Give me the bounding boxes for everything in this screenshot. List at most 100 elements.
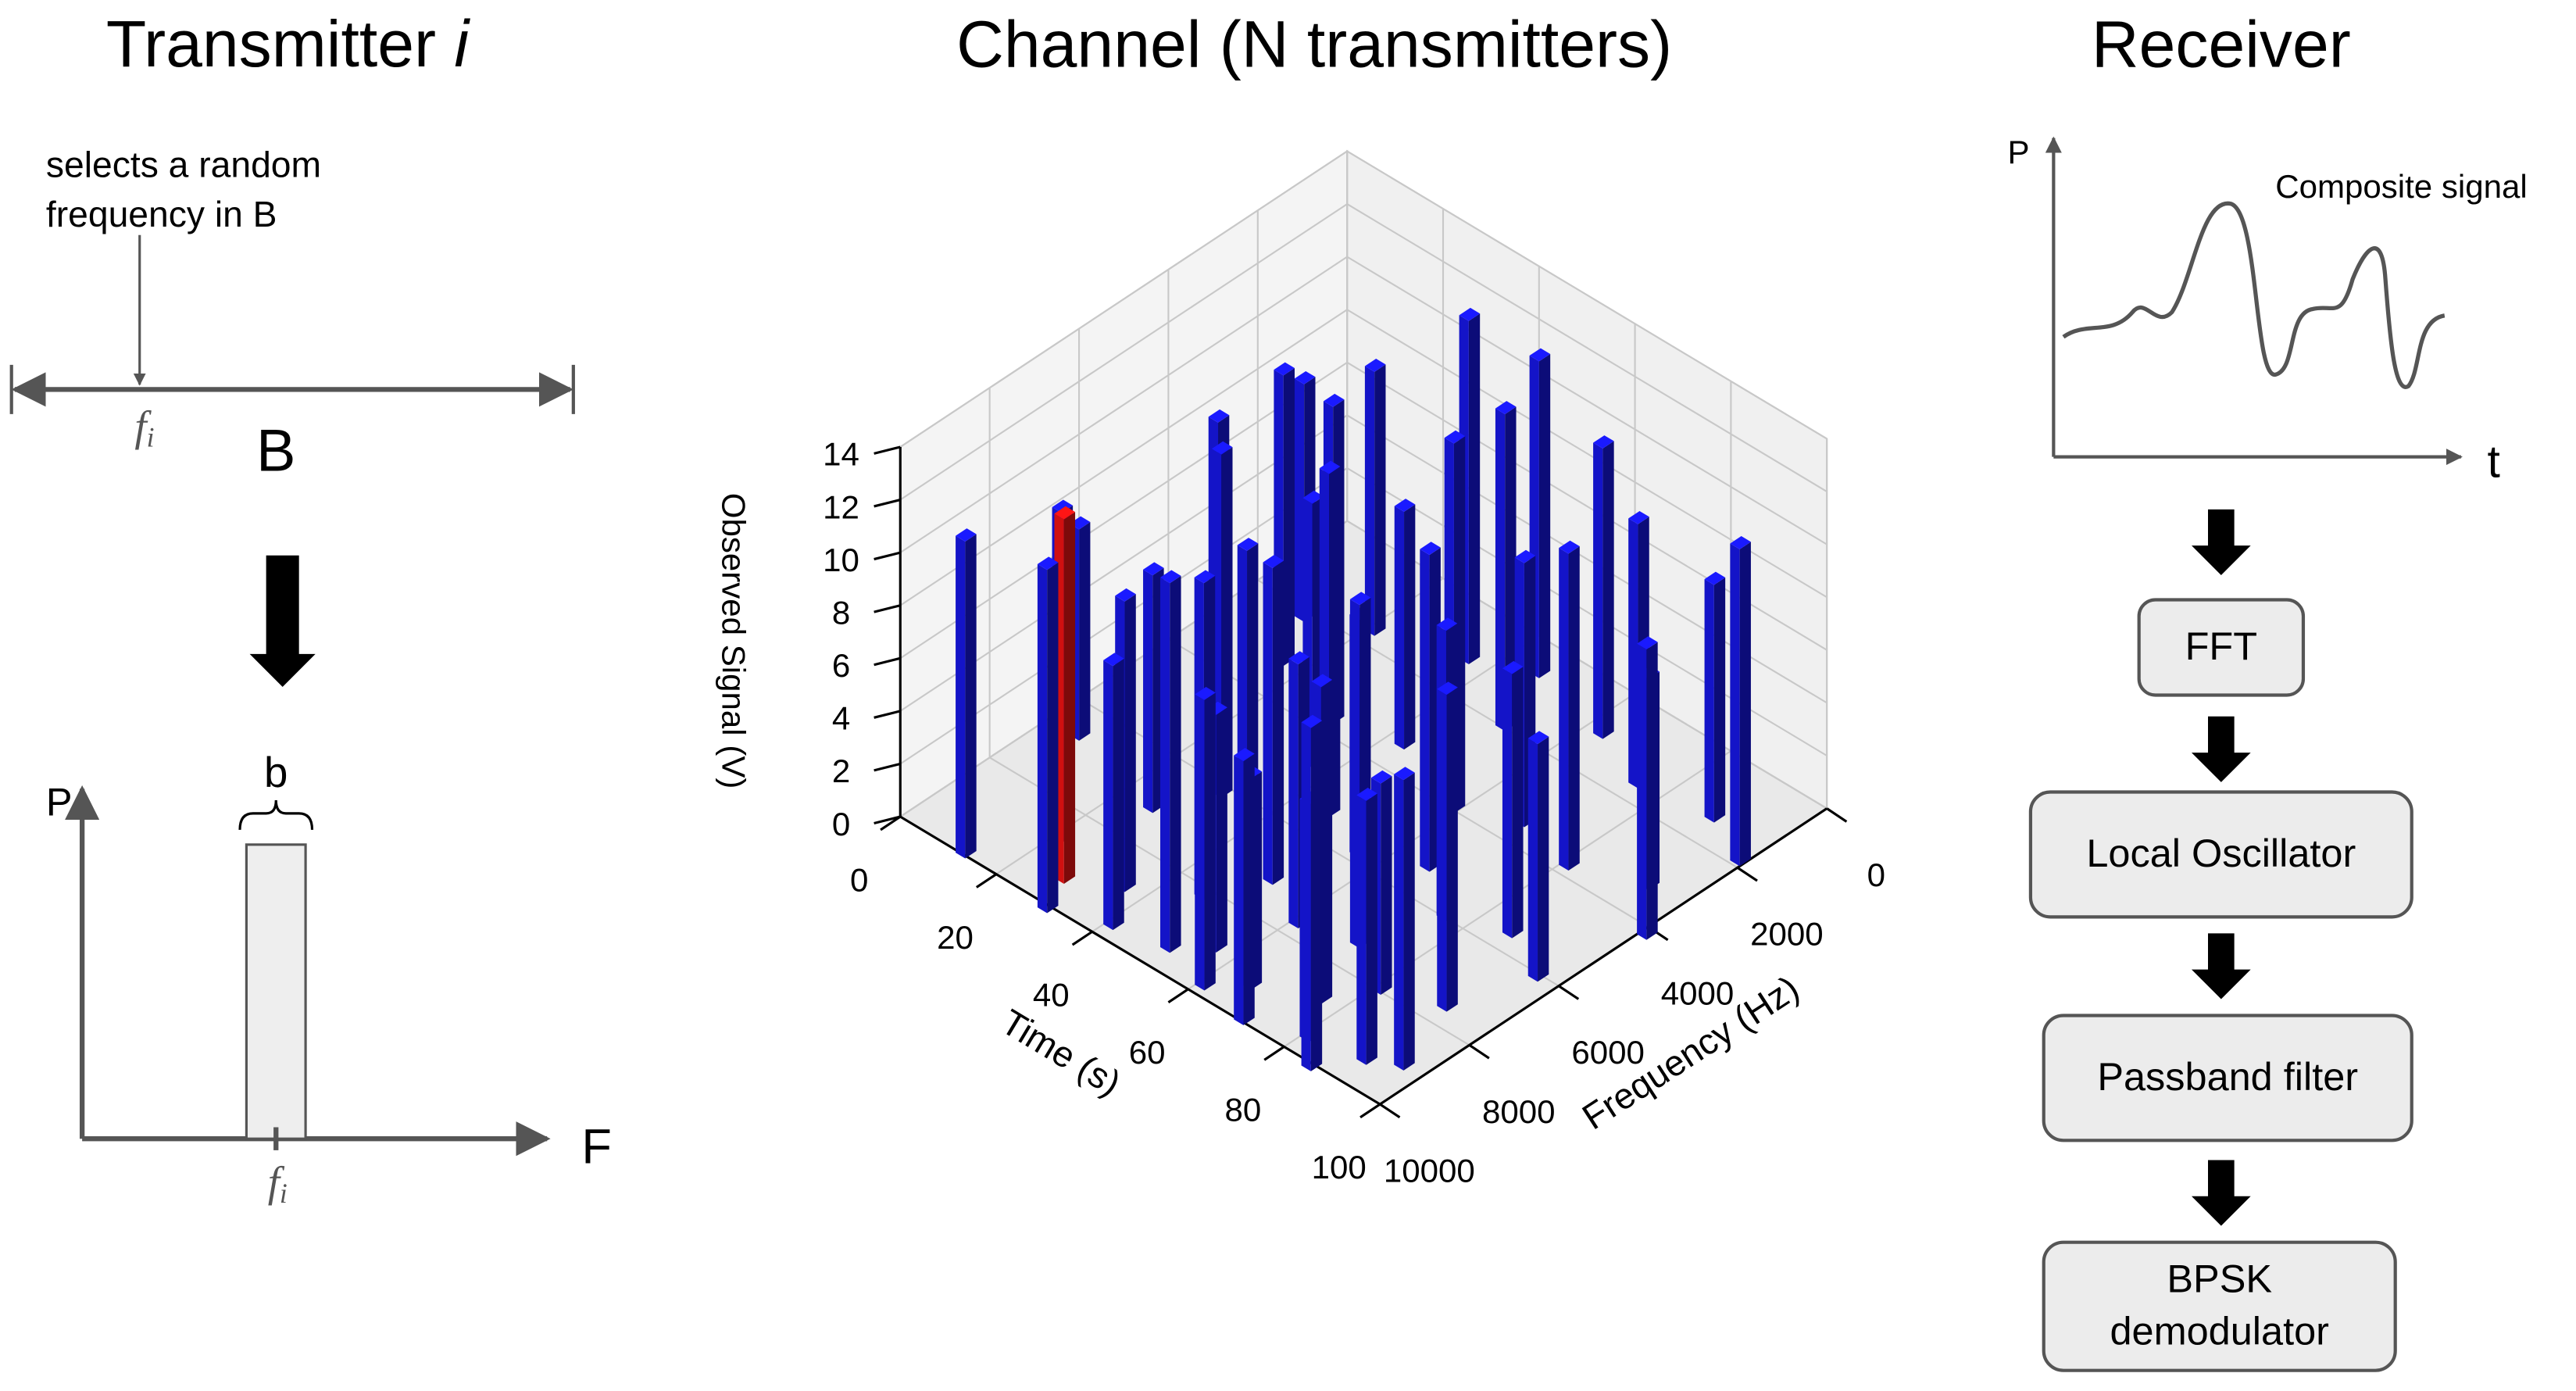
x-tick-label: 0 (850, 861, 868, 898)
z-tick-label: 2 (832, 753, 850, 789)
band-label: B (256, 417, 295, 484)
bar-face (1366, 793, 1377, 1065)
bandwidth-label: b (264, 749, 288, 796)
bar-face (1204, 692, 1216, 991)
axis-line (899, 815, 1381, 1106)
bar-top (1294, 370, 1316, 384)
z-tick-label: 8 (832, 594, 850, 631)
x-tick-label: 20 (937, 919, 974, 956)
bar-face (1502, 668, 1513, 939)
bar-face (1593, 442, 1603, 739)
power-axis-label: P (46, 780, 73, 824)
bar-face (1628, 518, 1638, 788)
bar (1394, 499, 1416, 750)
flow-arrow (2191, 1160, 2251, 1226)
bar-face (1730, 543, 1740, 867)
flow-arrow (2191, 716, 2251, 782)
bar (1356, 788, 1377, 1065)
bar-face (965, 534, 977, 859)
bar-face (1124, 594, 1136, 892)
bar-top (1559, 540, 1580, 554)
signal-label: Composite signal (2275, 168, 2528, 205)
bar-face (1713, 577, 1726, 823)
bar-top (1730, 536, 1751, 549)
bar-top (1115, 588, 1136, 602)
block-label: FFT (2185, 624, 2257, 668)
bar-top (1495, 401, 1517, 415)
bar-face (1602, 441, 1614, 739)
bar-face (1637, 643, 1647, 940)
bar-top (1302, 490, 1324, 504)
bar-face (1272, 560, 1284, 885)
title-index: i (454, 7, 470, 80)
bar-face (1234, 755, 1244, 1025)
bar (1037, 556, 1059, 914)
bar-face (1294, 378, 1305, 622)
tick-mark (874, 656, 901, 667)
block-label: Passband filter (2097, 1054, 2358, 1099)
bar-face (1559, 548, 1569, 871)
bar (1527, 731, 1549, 982)
bar-face (1527, 738, 1538, 982)
bar-top (1208, 409, 1230, 423)
tick-mark (874, 551, 901, 561)
annotation: frequency in B (46, 194, 277, 234)
bar-top (1593, 435, 1614, 449)
composite-signal (2062, 202, 2446, 389)
bar-top (1263, 554, 1284, 568)
bar (1593, 435, 1614, 739)
tick-mark (1167, 988, 1189, 1003)
bar-top (956, 528, 977, 542)
tick-mark (1558, 985, 1580, 1000)
bar-face (1037, 563, 1048, 914)
flow-arrow (2191, 509, 2251, 575)
bar (1364, 359, 1386, 636)
bar-face (1170, 575, 1181, 953)
bar-top (1459, 307, 1481, 321)
z-tick-label: 6 (832, 647, 850, 684)
bar-face (1404, 504, 1416, 750)
bar (1559, 540, 1580, 871)
bar (1394, 767, 1415, 1071)
flow-arrows (2191, 509, 2251, 1226)
z-tick-label: 4 (832, 700, 850, 737)
y-tick-label: 4000 (1661, 974, 1735, 1011)
bar-face (1063, 512, 1076, 884)
block (2137, 598, 2306, 697)
y-tick-label: 2000 (1750, 916, 1824, 953)
bar-top (1159, 570, 1181, 584)
y-tick-label: 8000 (1482, 1093, 1556, 1130)
bar-face (1159, 577, 1170, 953)
tick-mark (874, 499, 901, 508)
bar-top (1628, 510, 1649, 524)
bar-face (1739, 542, 1751, 867)
chart-title: Channel (N transmitters) (956, 7, 1672, 80)
bar-face (1216, 707, 1227, 953)
bar-face (1420, 549, 1430, 872)
bar-top (1194, 570, 1216, 584)
bar-top (1211, 441, 1233, 455)
x-tick-label: 100 (1312, 1149, 1367, 1185)
grid-line (899, 150, 1348, 448)
axis-line (1379, 807, 1828, 1106)
bar-top (1195, 686, 1216, 700)
block-label: BPSK (2167, 1256, 2272, 1300)
bar-top (1103, 653, 1124, 667)
bar-top (1301, 714, 1323, 728)
grid-line (899, 203, 1348, 501)
bar-face (1381, 776, 1392, 996)
bar-face (1079, 522, 1091, 741)
block (2028, 790, 2413, 919)
tick-mark (975, 873, 997, 889)
block (2042, 1014, 2413, 1142)
grid-line (1346, 256, 1827, 545)
down-arrow (249, 555, 316, 687)
tick-mark (874, 815, 901, 825)
z-tick-label: 12 (823, 488, 859, 525)
flow-arrow (2191, 933, 2251, 999)
transmitter-title: Transmitter i (106, 7, 470, 80)
tick-mark (1468, 1044, 1490, 1060)
frequency-axis-label: F (581, 1120, 612, 1175)
bar-top (1356, 788, 1377, 801)
